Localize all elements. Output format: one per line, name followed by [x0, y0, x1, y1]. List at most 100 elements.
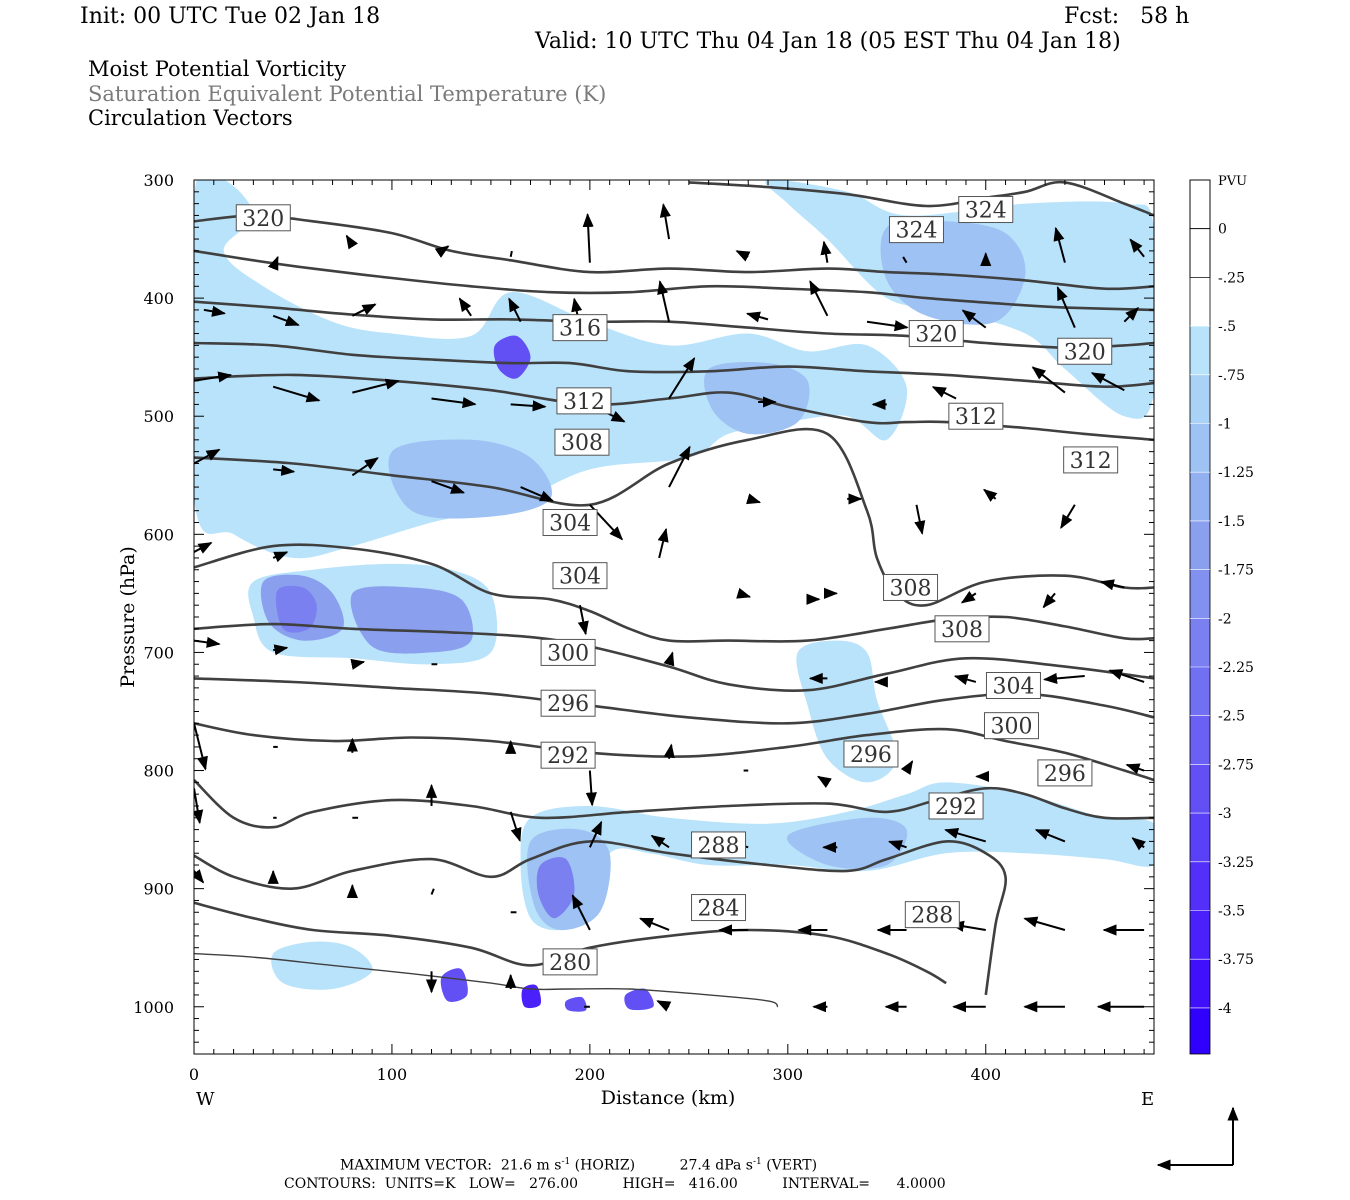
vector-arrow [983, 488, 998, 502]
horiz-exp: -1 [561, 1157, 571, 1167]
vector-arrow [1090, 372, 1125, 392]
pv-region [521, 984, 542, 1009]
x-tick-label: 300 [773, 1065, 804, 1084]
contour-label-text: 320 [915, 323, 957, 348]
y-tick-label: 600 [143, 525, 174, 544]
contour-label-box [554, 428, 610, 456]
pv-region [493, 335, 531, 379]
contour-label-text: 280 [549, 951, 591, 976]
colorbar-label: -3.5 [1218, 904, 1245, 920]
vector-arrow [1031, 366, 1066, 394]
contour-line [194, 622, 1154, 692]
y-tick-label: 900 [143, 880, 174, 899]
contour-line [194, 779, 1154, 829]
contour-label: 288 [691, 831, 747, 859]
colorbar-label: -.5 [1218, 319, 1236, 335]
vector-arrow [508, 297, 522, 323]
contour-line [194, 543, 1154, 643]
colorbar-label: -1 [1218, 417, 1232, 433]
colorbar-swatch [1189, 179, 1211, 230]
vector-arrow [273, 644, 289, 656]
vector-arrow [735, 250, 751, 262]
y-tick-label: 500 [143, 407, 174, 426]
colorbar-swatch [1190, 959, 1210, 1008]
contour-label-text: 308 [941, 618, 983, 643]
contour-label: 324 [958, 196, 1014, 224]
vector-arrow [510, 400, 547, 412]
y-tick-label: 400 [143, 289, 174, 308]
colorbar-label: -2.25 [1218, 660, 1254, 676]
forecast-hour: Fcst: 58 h [1064, 4, 1190, 29]
contour-label-text: 320 [242, 207, 284, 232]
contour-label: 296 [1037, 759, 1093, 787]
contour-label-text: 312 [563, 390, 605, 415]
vert-exp: -1 [752, 1157, 762, 1167]
contour-line [194, 840, 1007, 996]
max-vector-line: MAXIMUM VECTOR: 21.6 m s-1 (HORIZ) 27.4 … [340, 1157, 817, 1174]
contour-label-box [843, 740, 899, 768]
pv-region [350, 586, 474, 654]
horiz-tag: (HORIZ) [574, 1157, 636, 1174]
colorbar-swatch [1190, 1007, 1210, 1054]
colorbar-swatch [1190, 618, 1210, 667]
colorbar-label: -2.75 [1218, 757, 1254, 773]
contour-label-box [691, 831, 747, 859]
contour-label-box [542, 948, 598, 976]
contour-label-box [235, 204, 291, 232]
colorbar-label: -.25 [1218, 270, 1245, 286]
vector-arrow [1060, 504, 1076, 529]
colorbar-label: -.75 [1218, 368, 1245, 384]
contour-label: 280 [542, 948, 598, 976]
colorbar-label: -2.5 [1218, 709, 1245, 725]
colorbar-frame [1189, 179, 1211, 1055]
vector-arrow [668, 445, 691, 488]
colorbar-label: -3 [1218, 806, 1232, 822]
colorbar-label: -4 [1218, 1001, 1232, 1017]
vector-arrow [203, 305, 226, 317]
axes: 0 100 200 300 400 300 400 500 600 700 800 900 1000 [133, 171, 1154, 1084]
colorbar-swatch [1190, 813, 1210, 862]
colorbar-title: PVU [1218, 174, 1247, 189]
contour-label-box [691, 894, 747, 922]
colorbar-label: -3.75 [1218, 952, 1254, 968]
contour-label-box [1063, 446, 1119, 474]
vector-arrow [668, 357, 696, 400]
x-tick-label: 0 [189, 1065, 199, 1084]
vector-arrow [887, 840, 907, 851]
pv-region [564, 996, 587, 1012]
contour-label: 312 [1063, 446, 1119, 474]
vector-arrow [1125, 763, 1145, 775]
vector-arrow [582, 212, 594, 263]
pv-region [880, 220, 1026, 325]
contour-label-text: 304 [559, 565, 601, 590]
contour-label-box [556, 387, 612, 415]
colorbar-swatch [1190, 910, 1210, 960]
vector-arrow [520, 486, 555, 502]
vector-arrow [745, 311, 769, 323]
contour-label-box [948, 402, 1004, 430]
contour-line [194, 952, 779, 1008]
contour-label: 304 [542, 509, 598, 537]
vert-unit: dPa s [715, 1157, 753, 1174]
contour-label-box [552, 314, 608, 342]
contour-label: 304 [985, 672, 1041, 700]
colorbar-swatch [1190, 667, 1210, 716]
valid-time: Valid: 10 UTC Thu 04 Jan 18 (05 EST Thu … [535, 29, 1121, 54]
contour-label-box [540, 638, 596, 666]
contour-line [194, 214, 1154, 291]
colorbar-swatch [1190, 715, 1210, 765]
vector-arrow [1034, 828, 1066, 843]
x-tick-label: 400 [970, 1065, 1001, 1084]
vector-arrow [656, 1000, 672, 1012]
contour-label-text: 292 [935, 795, 977, 820]
east-label: E [1141, 1089, 1154, 1110]
contour-label-box [552, 562, 608, 590]
vector-arrow [1023, 916, 1066, 931]
contour-label: 308 [934, 615, 990, 643]
contour-line [194, 901, 947, 985]
contour-label-box [904, 901, 960, 929]
contour-label-text: 308 [561, 431, 603, 456]
contour-label-box [958, 196, 1014, 224]
contour-label-box [540, 741, 596, 769]
contour-label-text: 288 [911, 904, 953, 929]
